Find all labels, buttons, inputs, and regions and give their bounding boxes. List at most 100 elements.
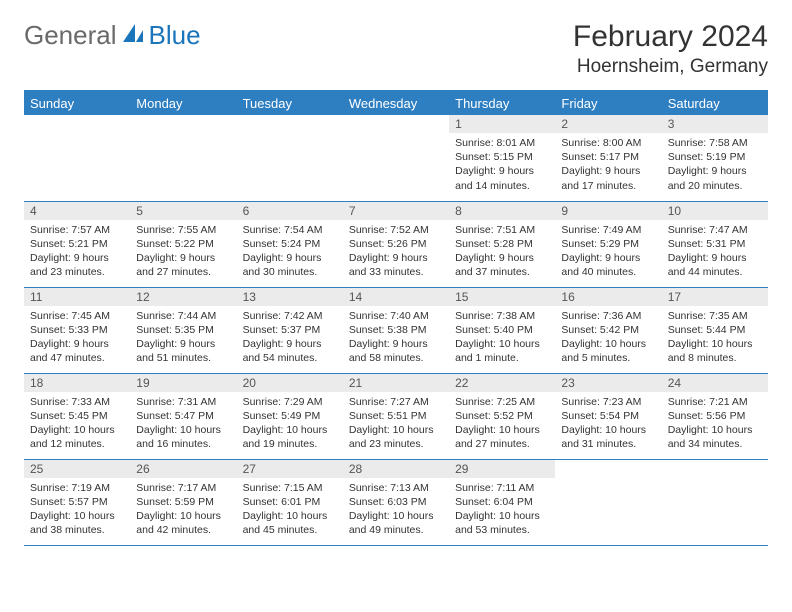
day-number: 27 [237,460,343,478]
day-number: 4 [24,202,130,220]
logo: General Blue [24,20,201,51]
calendar-day-cell [237,115,343,201]
calendar-day-cell: 7Sunrise: 7:52 AMSunset: 5:26 PMDaylight… [343,201,449,287]
calendar-day-cell: 11Sunrise: 7:45 AMSunset: 5:33 PMDayligh… [24,287,130,373]
location-subtitle: Hoernsheim, Germany [573,56,768,78]
calendar-day-cell [343,115,449,201]
day-details: Sunrise: 8:01 AMSunset: 5:15 PMDaylight:… [449,133,555,197]
day-details: Sunrise: 7:44 AMSunset: 5:35 PMDaylight:… [130,306,236,370]
day-details: Sunrise: 7:58 AMSunset: 5:19 PMDaylight:… [662,133,768,197]
calendar-day-cell: 4Sunrise: 7:57 AMSunset: 5:21 PMDaylight… [24,201,130,287]
day-number: 2 [555,115,661,133]
calendar-week-row: 1Sunrise: 8:01 AMSunset: 5:15 PMDaylight… [24,115,768,201]
logo-sail-icon [121,22,147,49]
calendar-day-cell: 8Sunrise: 7:51 AMSunset: 5:28 PMDaylight… [449,201,555,287]
day-number: 26 [130,460,236,478]
day-details: Sunrise: 7:33 AMSunset: 5:45 PMDaylight:… [24,392,130,456]
day-details: Sunrise: 7:36 AMSunset: 5:42 PMDaylight:… [555,306,661,370]
day-number: 9 [555,202,661,220]
calendar-day-cell [662,459,768,545]
day-number: 28 [343,460,449,478]
day-number: 7 [343,202,449,220]
logo-word-general: General [24,20,117,51]
day-details: Sunrise: 7:27 AMSunset: 5:51 PMDaylight:… [343,392,449,456]
day-number: 23 [555,374,661,392]
day-number: 5 [130,202,236,220]
day-details: Sunrise: 7:29 AMSunset: 5:49 PMDaylight:… [237,392,343,456]
calendar-table: SundayMondayTuesdayWednesdayThursdayFrid… [24,90,768,546]
day-details: Sunrise: 7:35 AMSunset: 5:44 PMDaylight:… [662,306,768,370]
calendar-day-cell: 17Sunrise: 7:35 AMSunset: 5:44 PMDayligh… [662,287,768,373]
day-header: Wednesday [343,91,449,115]
day-number: 25 [24,460,130,478]
day-number: 24 [662,374,768,392]
day-header: Sunday [24,91,130,115]
calendar-day-cell: 27Sunrise: 7:15 AMSunset: 6:01 PMDayligh… [237,459,343,545]
day-number: 14 [343,288,449,306]
day-details: Sunrise: 7:13 AMSunset: 6:03 PMDaylight:… [343,478,449,542]
calendar-day-cell: 29Sunrise: 7:11 AMSunset: 6:04 PMDayligh… [449,459,555,545]
day-header: Thursday [449,91,555,115]
day-number: 1 [449,115,555,133]
day-details: Sunrise: 7:17 AMSunset: 5:59 PMDaylight:… [130,478,236,542]
day-details: Sunrise: 8:00 AMSunset: 5:17 PMDaylight:… [555,133,661,197]
calendar-week-row: 11Sunrise: 7:45 AMSunset: 5:33 PMDayligh… [24,287,768,373]
day-details: Sunrise: 7:21 AMSunset: 5:56 PMDaylight:… [662,392,768,456]
calendar-day-cell [130,115,236,201]
calendar-day-cell: 20Sunrise: 7:29 AMSunset: 5:49 PMDayligh… [237,373,343,459]
calendar-day-cell: 23Sunrise: 7:23 AMSunset: 5:54 PMDayligh… [555,373,661,459]
calendar-day-cell: 28Sunrise: 7:13 AMSunset: 6:03 PMDayligh… [343,459,449,545]
calendar-day-cell: 22Sunrise: 7:25 AMSunset: 5:52 PMDayligh… [449,373,555,459]
day-number: 19 [130,374,236,392]
calendar-day-cell: 18Sunrise: 7:33 AMSunset: 5:45 PMDayligh… [24,373,130,459]
day-details: Sunrise: 7:31 AMSunset: 5:47 PMDaylight:… [130,392,236,456]
calendar-day-cell: 10Sunrise: 7:47 AMSunset: 5:31 PMDayligh… [662,201,768,287]
day-number: 20 [237,374,343,392]
day-number: 8 [449,202,555,220]
day-number: 17 [662,288,768,306]
calendar-day-cell: 24Sunrise: 7:21 AMSunset: 5:56 PMDayligh… [662,373,768,459]
day-details: Sunrise: 7:38 AMSunset: 5:40 PMDaylight:… [449,306,555,370]
day-header: Friday [555,91,661,115]
day-details: Sunrise: 7:57 AMSunset: 5:21 PMDaylight:… [24,220,130,284]
page-title: February 2024 [573,20,768,54]
calendar-day-cell: 13Sunrise: 7:42 AMSunset: 5:37 PMDayligh… [237,287,343,373]
day-details: Sunrise: 7:54 AMSunset: 5:24 PMDaylight:… [237,220,343,284]
calendar-day-cell: 25Sunrise: 7:19 AMSunset: 5:57 PMDayligh… [24,459,130,545]
calendar-day-cell: 26Sunrise: 7:17 AMSunset: 5:59 PMDayligh… [130,459,236,545]
day-number: 13 [237,288,343,306]
calendar-day-cell: 14Sunrise: 7:40 AMSunset: 5:38 PMDayligh… [343,287,449,373]
day-number: 15 [449,288,555,306]
day-number: 29 [449,460,555,478]
day-details: Sunrise: 7:19 AMSunset: 5:57 PMDaylight:… [24,478,130,542]
calendar-day-cell [555,459,661,545]
day-details: Sunrise: 7:11 AMSunset: 6:04 PMDaylight:… [449,478,555,542]
calendar-day-cell: 15Sunrise: 7:38 AMSunset: 5:40 PMDayligh… [449,287,555,373]
day-number: 10 [662,202,768,220]
calendar-day-cell: 21Sunrise: 7:27 AMSunset: 5:51 PMDayligh… [343,373,449,459]
day-header-row: SundayMondayTuesdayWednesdayThursdayFrid… [24,91,768,115]
calendar-day-cell: 3Sunrise: 7:58 AMSunset: 5:19 PMDaylight… [662,115,768,201]
calendar-week-row: 25Sunrise: 7:19 AMSunset: 5:57 PMDayligh… [24,459,768,545]
day-details: Sunrise: 7:23 AMSunset: 5:54 PMDaylight:… [555,392,661,456]
title-block: February 2024 Hoernsheim, Germany [573,20,768,78]
day-details: Sunrise: 7:55 AMSunset: 5:22 PMDaylight:… [130,220,236,284]
day-details: Sunrise: 7:40 AMSunset: 5:38 PMDaylight:… [343,306,449,370]
day-details: Sunrise: 7:52 AMSunset: 5:26 PMDaylight:… [343,220,449,284]
day-number: 12 [130,288,236,306]
day-details: Sunrise: 7:51 AMSunset: 5:28 PMDaylight:… [449,220,555,284]
calendar-day-cell: 5Sunrise: 7:55 AMSunset: 5:22 PMDaylight… [130,201,236,287]
calendar-week-row: 18Sunrise: 7:33 AMSunset: 5:45 PMDayligh… [24,373,768,459]
day-details: Sunrise: 7:45 AMSunset: 5:33 PMDaylight:… [24,306,130,370]
day-details: Sunrise: 7:25 AMSunset: 5:52 PMDaylight:… [449,392,555,456]
calendar-day-cell: 12Sunrise: 7:44 AMSunset: 5:35 PMDayligh… [130,287,236,373]
calendar-day-cell: 9Sunrise: 7:49 AMSunset: 5:29 PMDaylight… [555,201,661,287]
day-header: Saturday [662,91,768,115]
day-header: Monday [130,91,236,115]
day-number: 3 [662,115,768,133]
calendar-day-cell: 6Sunrise: 7:54 AMSunset: 5:24 PMDaylight… [237,201,343,287]
calendar-day-cell [24,115,130,201]
day-number: 11 [24,288,130,306]
day-details: Sunrise: 7:15 AMSunset: 6:01 PMDaylight:… [237,478,343,542]
page-header: General Blue February 2024 Hoernsheim, G… [24,20,768,78]
